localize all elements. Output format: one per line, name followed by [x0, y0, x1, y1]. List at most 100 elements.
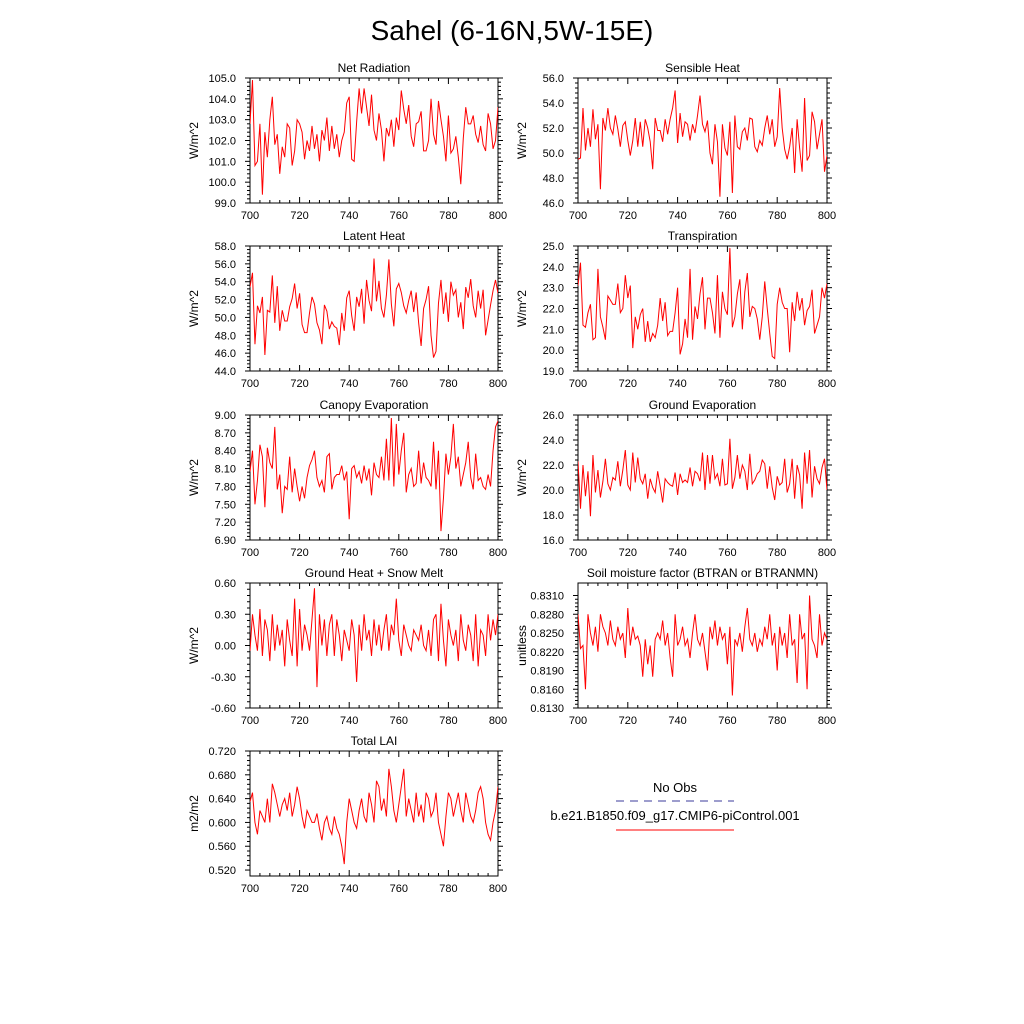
- y-tick-label: 0.30: [215, 609, 236, 621]
- x-tick-label: 800: [818, 715, 836, 727]
- plot-frame: [249, 582, 499, 709]
- panel-2: Sensible Heat 700 720 740 760 780 800 46.0 48.0 5…: [515, 61, 836, 222]
- y-tick-label: 46.0: [215, 348, 236, 360]
- y-tick-label: 50.0: [215, 312, 236, 324]
- x-tick-label: 780: [768, 378, 786, 390]
- x-tick-label: 760: [718, 715, 736, 727]
- x-tick-label: 740: [340, 378, 358, 390]
- x-tick-label: 740: [340, 883, 358, 895]
- y-tick-label: 22.0: [543, 304, 564, 316]
- panel-6: Ground Evaporation 700 720 740 760 780 800 16.0…: [515, 398, 836, 559]
- x-tick-label: 740: [668, 210, 686, 222]
- x-tick-label: 780: [439, 547, 457, 559]
- x-tick-label: 700: [241, 547, 259, 559]
- x-tick-label: 720: [619, 715, 637, 727]
- panel-title: Transpiration: [668, 229, 738, 243]
- x-tick-label: 760: [390, 715, 408, 727]
- panel-title: Ground Evaporation: [649, 398, 756, 412]
- x-tick-label: 700: [241, 378, 259, 390]
- y-tick-label: 0.680: [208, 770, 236, 782]
- x-tick-label: 800: [818, 210, 836, 222]
- x-tick-label: 760: [718, 210, 736, 222]
- x-tick-label: 760: [390, 378, 408, 390]
- y-axis-title: W/m^2: [187, 290, 201, 327]
- y-tick-label: 54.0: [543, 98, 564, 110]
- x-tick-label: 780: [768, 210, 786, 222]
- y-tick-label: 0.560: [208, 841, 236, 853]
- y-tick-label: 8.70: [215, 428, 236, 440]
- panel-9: Total LAI 700 720 740 760 780 800 0.520 0.560 0.6…: [187, 734, 507, 895]
- x-tick-label: 720: [290, 547, 308, 559]
- panel-title: Latent Heat: [343, 229, 406, 243]
- y-tick-label: 54.0: [215, 277, 236, 289]
- y-tick-label: 22.0: [543, 460, 564, 472]
- y-axis-title: W/m^2: [187, 459, 201, 496]
- y-axis-title: W/m^2: [515, 122, 529, 159]
- legend-obs-label: No Obs: [653, 780, 698, 795]
- x-tick-label: 720: [619, 210, 637, 222]
- panel-title: Total LAI: [351, 734, 398, 748]
- x-tick-label: 800: [489, 378, 507, 390]
- series-line: [578, 595, 827, 696]
- y-tick-label: 0.8220: [530, 647, 564, 659]
- x-tick-label: 740: [340, 715, 358, 727]
- y-tick-label: 20.0: [543, 485, 564, 497]
- y-tick-label: -0.60: [211, 703, 236, 715]
- panel-3: Latent Heat 700 720 740 760 780 800 44.0 46.0 48.…: [187, 229, 507, 390]
- x-tick-label: 700: [569, 210, 587, 222]
- series-line: [578, 248, 827, 360]
- x-tick-label: 740: [340, 210, 358, 222]
- y-tick-label: 7.20: [215, 517, 236, 529]
- x-tick-label: 780: [439, 378, 457, 390]
- x-tick-label: 800: [489, 547, 507, 559]
- x-tick-label: 760: [718, 547, 736, 559]
- x-tick-label: 800: [489, 883, 507, 895]
- y-tick-label: 6.90: [215, 535, 236, 547]
- legend-case-label: b.e21.B1850.f09_g17.CMIP6-piControl.001: [550, 808, 799, 823]
- y-tick-label: 8.40: [215, 446, 236, 458]
- x-tick-label: 800: [818, 547, 836, 559]
- series-line: [250, 80, 498, 195]
- x-tick-label: 720: [290, 378, 308, 390]
- y-tick-label: 58.0: [215, 241, 236, 253]
- x-tick-label: 760: [390, 883, 408, 895]
- y-tick-label: 26.0: [543, 410, 564, 422]
- y-tick-label: 21.0: [543, 324, 564, 336]
- y-tick-label: 103.0: [208, 115, 236, 127]
- y-tick-label: 7.80: [215, 481, 236, 493]
- x-tick-label: 800: [818, 378, 836, 390]
- panel-title: Sensible Heat: [665, 61, 740, 75]
- y-axis-title: W/m^2: [515, 459, 529, 496]
- x-tick-label: 700: [569, 715, 587, 727]
- y-axis-title: W/m^2: [187, 627, 201, 664]
- y-tick-label: 18.0: [543, 510, 564, 522]
- y-tick-label: 0.640: [208, 794, 236, 806]
- y-tick-label: 105.0: [208, 73, 236, 85]
- y-tick-label: 24.0: [543, 435, 564, 447]
- y-tick-label: 100.0: [208, 177, 236, 189]
- panel-8: Soil moisture factor (BTRAN or BTRANMN) 7…: [515, 566, 836, 727]
- x-tick-label: 720: [619, 547, 637, 559]
- plot-frame: [577, 582, 828, 709]
- y-tick-label: 0.00: [215, 641, 236, 653]
- x-tick-label: 760: [390, 547, 408, 559]
- x-tick-label: 780: [439, 210, 457, 222]
- series-line: [250, 258, 498, 358]
- x-tick-label: 740: [668, 715, 686, 727]
- x-tick-label: 700: [241, 715, 259, 727]
- y-tick-label: 24.0: [543, 262, 564, 274]
- y-tick-label: 23.0: [543, 283, 564, 295]
- x-tick-label: 720: [290, 210, 308, 222]
- x-tick-label: 700: [241, 883, 259, 895]
- panel-title: Canopy Evaporation: [320, 398, 429, 412]
- y-tick-label: 20.0: [543, 345, 564, 357]
- y-tick-label: -0.30: [211, 672, 236, 684]
- panel-title: Net Radiation: [338, 61, 411, 75]
- y-tick-label: 48.0: [543, 173, 564, 185]
- y-tick-label: 56.0: [215, 259, 236, 271]
- y-tick-label: 8.10: [215, 464, 236, 476]
- plot-frame: [249, 414, 499, 541]
- y-tick-label: 99.0: [215, 198, 236, 210]
- y-axis-title: W/m^2: [187, 122, 201, 159]
